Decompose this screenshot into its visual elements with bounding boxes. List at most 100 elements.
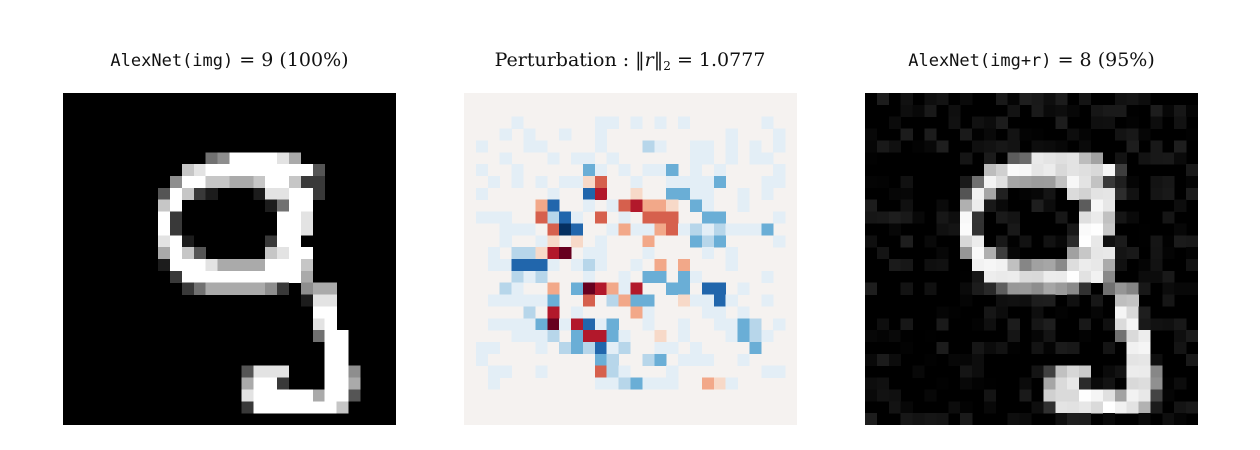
- adversarial-pixel: [1019, 187, 1032, 200]
- original-pixel: [336, 401, 349, 414]
- adversarial-pixel: [1031, 401, 1044, 414]
- adversarial-pixel: [1043, 270, 1056, 283]
- original-pixel: [288, 152, 302, 165]
- perturbation-pixel-faint: [725, 152, 738, 165]
- original-pixel: [277, 401, 290, 414]
- adversarial-pixel: [1126, 401, 1139, 414]
- original-pixel: [193, 176, 206, 189]
- adversarial-pixel: [1162, 270, 1175, 283]
- adversarial-pixel: [1031, 93, 1044, 106]
- adversarial-pixel: [1079, 223, 1092, 236]
- perturbation-pixel-negative: [725, 330, 738, 343]
- adversarial-pixel: [1138, 413, 1151, 425]
- perturbation-pixel-negative: [594, 247, 607, 260]
- adversarial-pixel: [1055, 164, 1068, 177]
- perturbation-pixel-faint: [594, 259, 607, 272]
- adversarial-pixel: [1043, 176, 1056, 189]
- original-pixel: [217, 270, 230, 283]
- adversarial-pixel: [983, 116, 997, 129]
- adversarial-pixel: [1126, 176, 1139, 189]
- perturbation-pixel-negative: [523, 330, 536, 343]
- original-pixel: [324, 401, 337, 414]
- adversarial-pixel: [1031, 342, 1044, 355]
- perturbation-pixel-negative: [582, 164, 596, 177]
- perturbation-pixel-negative: [511, 282, 524, 295]
- perturbation-pixel-negative: [547, 259, 560, 272]
- perturbation-pixel-positive: [701, 377, 714, 390]
- adversarial-pixel: [1055, 140, 1068, 153]
- perturbation-pixel-positive: [654, 223, 667, 236]
- original-pixel: [241, 377, 254, 390]
- original-pixel: [336, 389, 349, 402]
- original-pixel: [300, 176, 313, 189]
- adversarial-pixel: [1174, 318, 1187, 331]
- original-pixel: [253, 270, 266, 283]
- adversarial-pixel: [1055, 270, 1068, 283]
- perturbation-pixel-faint: [725, 140, 738, 153]
- perturbation-pixel-faint: [689, 187, 703, 200]
- perturbation-pixel-negative: [606, 365, 619, 378]
- perturbation-pixel-faint: [499, 211, 512, 224]
- perturbation-pixel-faint: [582, 199, 596, 212]
- adversarial-pixel: [1186, 164, 1198, 177]
- adversarial-pixel: [1102, 211, 1115, 224]
- original-pixel: [170, 235, 183, 248]
- adversarial-pixel: [1019, 294, 1032, 307]
- original-pixel: [265, 187, 278, 200]
- perturbation-pixel-faint: [606, 152, 619, 165]
- original-pixel: [217, 282, 230, 295]
- adversarial-pixel: [960, 199, 973, 212]
- adversarial-pixel: [948, 353, 961, 366]
- adversarial-pixel: [1043, 401, 1056, 414]
- adversarial-digit-image: [865, 93, 1198, 425]
- adversarial-pixel: [1114, 187, 1127, 200]
- original-pixel: [170, 187, 183, 200]
- perturbation-pixel-faint: [725, 259, 738, 272]
- adversarial-pixel: [1067, 377, 1080, 390]
- perturbation-pixel-positive: [642, 199, 655, 212]
- perturbation-pixel-negative: [571, 211, 584, 224]
- adversarial-pixel: [1055, 365, 1068, 378]
- perturbation-pixel-faint: [701, 187, 714, 200]
- adversarial-pixel: [1043, 282, 1056, 295]
- adversarial-pixel: [1150, 235, 1163, 248]
- perturbation-pixel-negative: [689, 199, 703, 212]
- adversarial-pixel: [888, 211, 901, 224]
- adversarial-pixel: [1138, 259, 1151, 272]
- original-pixel: [253, 259, 266, 272]
- adversarial-pixel: [924, 140, 937, 153]
- adversarial-pixel: [1031, 318, 1044, 331]
- adversarial-pixel: [900, 104, 913, 117]
- adversarial-pixel: [1055, 282, 1068, 295]
- original-pixel: [288, 235, 302, 248]
- adversarial-pixel: [1114, 247, 1127, 260]
- original-pixel: [265, 401, 278, 414]
- adversarial-pixel: [995, 235, 1008, 248]
- adversarial-pixel: [1055, 187, 1068, 200]
- adversarial-pixel: [1067, 104, 1080, 117]
- original-pixel: [300, 211, 313, 224]
- adversarial-pixel: [1162, 377, 1175, 390]
- adversarial-pixel: [1067, 294, 1080, 307]
- adversarial-pixel: [1043, 377, 1056, 390]
- adversarial-pixel: [1138, 128, 1151, 141]
- perturbation-pixel-faint: [773, 365, 786, 378]
- perturbation-pixel-negative: [535, 330, 548, 343]
- original-pixel: [229, 164, 242, 177]
- original-pixel: [265, 365, 278, 378]
- perturbation-pixel-negative: [582, 342, 596, 355]
- adversarial-pixel: [900, 211, 913, 224]
- perturbation-pixel-faint: [559, 128, 572, 141]
- perturbation-pixel-faint: [689, 152, 703, 165]
- adversarial-pixel: [960, 235, 973, 248]
- adversarial-pixel: [1150, 365, 1163, 378]
- perturbation-pixel-faint: [773, 318, 786, 331]
- adversarial-pixel: [1162, 294, 1175, 307]
- adversarial-pixel: [1162, 211, 1175, 224]
- perturbation-pixel-faint: [642, 223, 655, 236]
- original-pixel: [324, 365, 337, 378]
- perturbation-pixel-negative: [689, 353, 703, 366]
- adversarial-pixel: [1174, 199, 1187, 212]
- original-pixel: [277, 164, 290, 177]
- perturbation-pixel-negative: [594, 353, 607, 366]
